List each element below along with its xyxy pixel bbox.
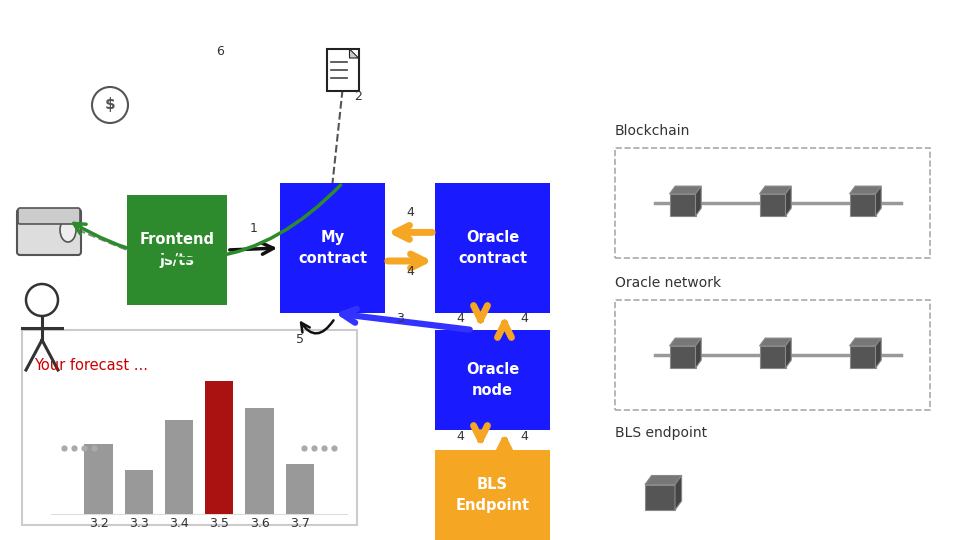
Polygon shape	[645, 484, 675, 510]
Text: 4: 4	[520, 430, 528, 443]
Polygon shape	[785, 186, 791, 216]
Bar	[435, 183, 550, 313]
Circle shape	[92, 87, 128, 123]
Text: 4: 4	[520, 312, 528, 325]
Bar	[615, 148, 930, 258]
Bar	[246, 408, 274, 514]
FancyBboxPatch shape	[17, 209, 81, 255]
Polygon shape	[669, 186, 701, 194]
Text: 2: 2	[354, 90, 362, 103]
Bar	[22, 330, 357, 525]
Text: 5: 5	[296, 333, 304, 346]
Text: 4: 4	[406, 265, 414, 278]
Polygon shape	[695, 186, 701, 216]
Text: Oracle network: Oracle network	[615, 276, 721, 290]
Bar	[205, 381, 233, 514]
Polygon shape	[669, 346, 695, 368]
FancyBboxPatch shape	[18, 208, 80, 224]
Bar	[127, 195, 227, 305]
Ellipse shape	[60, 218, 76, 242]
Polygon shape	[876, 338, 881, 368]
Bar	[165, 420, 193, 514]
Polygon shape	[695, 338, 701, 368]
Polygon shape	[759, 186, 791, 194]
Polygon shape	[785, 338, 791, 368]
Text: 4: 4	[457, 430, 465, 443]
Text: 4: 4	[406, 206, 414, 219]
Bar	[84, 444, 112, 514]
Polygon shape	[759, 194, 785, 216]
Text: BLS
Endpoint: BLS Endpoint	[455, 477, 530, 513]
Circle shape	[26, 284, 58, 316]
Polygon shape	[675, 476, 682, 510]
Bar	[280, 183, 385, 313]
Polygon shape	[349, 49, 358, 58]
Bar	[435, 330, 550, 430]
Bar	[125, 470, 153, 514]
Text: Blockchain: Blockchain	[615, 124, 690, 138]
Text: Frontend
js/ts: Frontend js/ts	[139, 232, 214, 268]
Polygon shape	[850, 338, 881, 346]
Text: 3: 3	[396, 312, 404, 325]
Polygon shape	[669, 338, 701, 346]
Bar	[326, 49, 358, 91]
Polygon shape	[759, 346, 785, 368]
Polygon shape	[669, 194, 695, 216]
Text: 6: 6	[216, 45, 224, 58]
Polygon shape	[876, 186, 881, 216]
Text: BLS endpoint: BLS endpoint	[615, 426, 708, 440]
Text: Your forecast ...: Your forecast ...	[34, 358, 148, 373]
Polygon shape	[850, 346, 876, 368]
Text: Oracle
node: Oracle node	[466, 362, 519, 398]
Bar	[435, 450, 550, 540]
Polygon shape	[850, 186, 881, 194]
Text: $: $	[105, 98, 115, 112]
Polygon shape	[850, 194, 876, 216]
Text: My
contract: My contract	[298, 230, 367, 266]
Text: 1: 1	[250, 222, 257, 235]
Bar	[286, 464, 314, 514]
Text: Oracle
contract: Oracle contract	[458, 230, 527, 266]
Bar	[615, 300, 930, 410]
Text: 4: 4	[457, 312, 465, 325]
Polygon shape	[759, 338, 791, 346]
Polygon shape	[645, 476, 682, 484]
